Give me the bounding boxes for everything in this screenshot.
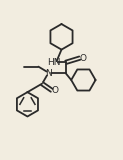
Text: HN: HN <box>47 58 60 67</box>
Text: N: N <box>45 69 52 78</box>
Text: O: O <box>79 54 86 63</box>
Text: O: O <box>51 86 58 95</box>
